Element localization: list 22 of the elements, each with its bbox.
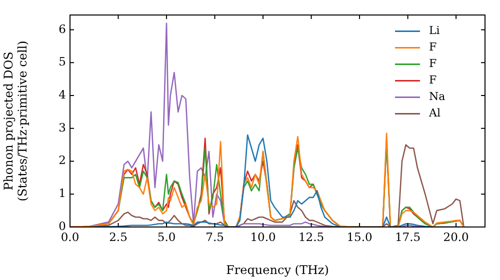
legend-label: Na [429,90,446,104]
x-tick-label: 15.0 [346,230,372,244]
legend-label: F [429,74,437,87]
y-axis-title: Phonon projected DOS (States/THz·primitive cell) [1,40,30,202]
x-axis-title: Frequency (THz) [226,262,329,277]
x-tick-label: 10.0 [250,230,276,244]
y-tick-label: 4 [58,88,66,102]
legend-label: Li [429,24,440,38]
y-tick-label: 5 [58,54,66,69]
y-tick-label: 6 [58,22,66,36]
x-tick-label: 2.5 [109,230,128,244]
y-tick-label: 3 [58,120,66,134]
x-tick-label: 17.5 [394,230,421,244]
x-tick-label: 12.5 [298,230,324,244]
y-tick-label: 1 [58,186,66,200]
x-tick-label: 7.5 [206,230,224,244]
legend-label: F [429,57,437,70]
legend-label: F [429,40,437,54]
x-tick-label: 20.0 [443,230,469,244]
legend-label: Al [428,106,441,120]
y-tick-label: 2 [58,153,66,168]
x-tick-label: 5.0 [157,230,176,244]
